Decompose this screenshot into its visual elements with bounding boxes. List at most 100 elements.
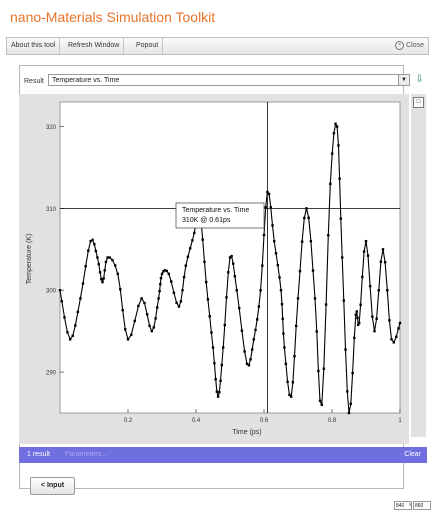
data-point: [381, 248, 385, 251]
data-point: [159, 282, 162, 286]
data-point: [97, 263, 100, 266]
data-point: [104, 260, 108, 264]
data-point: [130, 333, 133, 337]
data-point: [222, 346, 225, 349]
side-panel-track: [411, 94, 426, 437]
data-point: [181, 289, 184, 292]
data-point: [211, 346, 215, 349]
data-point: [111, 258, 114, 262]
data-point: [329, 182, 332, 186]
data-point: [93, 243, 96, 246]
data-point: [143, 301, 146, 305]
tooltip-box: [175, 202, 265, 229]
data-point: [100, 277, 103, 281]
data-point: [191, 239, 194, 242]
tooltip-value: 310K @ 0.61ps: [182, 217, 231, 224]
data-point: [359, 303, 362, 307]
data-point: [309, 239, 313, 243]
data-point: [262, 233, 266, 237]
data-point: [81, 282, 85, 285]
data-point: [145, 313, 149, 316]
tooltip: Temperature vs. Time 310K @ 0.61ps: [175, 202, 265, 229]
result-count: 1 result: [27, 451, 50, 458]
data-point: [347, 411, 351, 415]
close-label: Close: [406, 42, 424, 49]
data-point: [175, 301, 178, 305]
expand-icon[interactable]: □: [413, 97, 424, 108]
data-point: [341, 256, 344, 259]
data-point: [162, 270, 165, 273]
data-point: [160, 272, 164, 276]
data-point: [179, 300, 183, 303]
data-point: [250, 348, 254, 351]
window-width-field[interactable]: 840: [394, 501, 412, 510]
window-height-field[interactable]: 860: [413, 501, 431, 510]
data-point: [355, 310, 359, 313]
data-point: [282, 332, 285, 335]
data-point: [315, 330, 318, 333]
result-select-value: Temperature vs. Time: [52, 77, 120, 84]
close-icon: ×: [395, 40, 405, 50]
data-point: [119, 288, 122, 291]
data-point: [63, 316, 66, 319]
data-point: [284, 362, 288, 366]
data-point: [148, 324, 151, 328]
data-point: [368, 284, 372, 288]
x-tick-label: 0.6: [260, 418, 269, 424]
data-point: [201, 238, 204, 241]
data-point: [288, 393, 291, 397]
popout-button[interactable]: Popout: [132, 38, 164, 54]
data-point: [91, 238, 94, 242]
data-point: [230, 254, 233, 258]
download-icon[interactable]: ⇩: [415, 74, 424, 85]
data-point: [218, 391, 221, 394]
data-point: [245, 362, 249, 366]
refresh-window-button[interactable]: Refresh Window: [64, 38, 125, 54]
data-point: [159, 276, 163, 280]
data-point: [102, 277, 105, 280]
data-point: [339, 217, 343, 220]
clear-button[interactable]: Clear: [404, 451, 421, 458]
result-select[interactable]: Temperature vs. Time ▼: [48, 74, 410, 86]
data-point: [215, 390, 219, 393]
data-point: [362, 250, 366, 253]
data-point: [366, 254, 370, 257]
data-point: [203, 260, 206, 264]
parameters-link[interactable]: Parameters...: [65, 451, 108, 458]
app-title: nano-Materials Simulation Toolkit: [10, 9, 216, 25]
data-point: [150, 329, 153, 333]
about-tool-button[interactable]: About this tool: [7, 38, 61, 54]
result-label: Result: [24, 78, 44, 85]
tooltip-title: Temperature vs. Time: [182, 207, 249, 214]
data-point: [267, 192, 271, 196]
data-point: [79, 297, 82, 300]
data-point: [383, 261, 387, 264]
data-point: [252, 338, 255, 341]
data-point: [358, 321, 361, 325]
data-point: [223, 323, 226, 327]
data-point: [338, 177, 341, 180]
data-point: [167, 272, 170, 276]
data-point: [371, 315, 374, 318]
data-point: [279, 289, 283, 292]
data-point: [375, 317, 378, 320]
data-point: [386, 289, 389, 292]
data-point: [98, 271, 102, 274]
data-point: [165, 269, 168, 273]
data-point: [364, 239, 368, 243]
x-tick-label: 0.4: [192, 418, 201, 424]
data-point: [256, 318, 259, 321]
data-point: [392, 341, 396, 344]
chevron-down-icon[interactable]: ▼: [398, 75, 409, 85]
data-point: [273, 239, 276, 243]
data-point: [133, 319, 136, 323]
close-button[interactable]: × Close: [395, 38, 424, 54]
data-point: [60, 299, 64, 303]
data-point: [249, 358, 252, 361]
data-point: [283, 346, 286, 349]
data-point: [172, 291, 176, 294]
data-point: [397, 327, 400, 330]
input-button[interactable]: < Input: [30, 477, 75, 495]
data-point: [313, 297, 317, 300]
data-point: [154, 317, 157, 320]
